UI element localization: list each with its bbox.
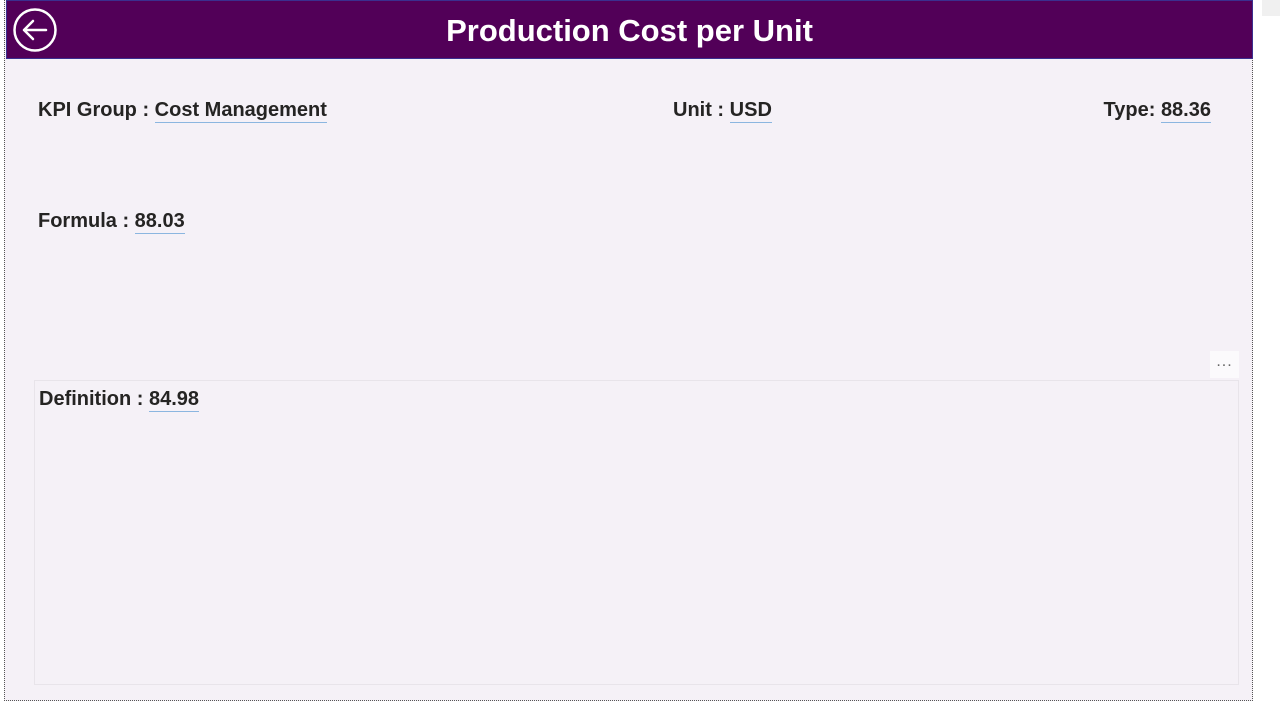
unit-value: USD [729, 99, 772, 123]
kpi-group-field: KPI Group : Cost Management [38, 99, 327, 123]
scrollbar[interactable] [1262, 0, 1280, 16]
formula-label: Formula : [38, 210, 135, 232]
more-options-icon[interactable]: ... [1210, 351, 1239, 378]
type-label: Type: [1103, 99, 1161, 121]
unit-field: Unit : USD [673, 99, 772, 123]
definition-label: Definition : [39, 388, 149, 410]
definition-box: Definition : 84.98 [34, 380, 1239, 685]
kpi-group-value: Cost Management [154, 99, 327, 123]
type-field: Type: 88.36 [1103, 99, 1211, 123]
type-value: 88.36 [1160, 99, 1211, 123]
definition-field: Definition : 84.98 [39, 388, 200, 412]
formula-value: 88.03 [134, 210, 185, 234]
definition-value: 84.98 [148, 388, 200, 412]
report-canvas: Production Cost per Unit KPI Group : Cos… [4, 0, 1253, 701]
kpi-group-label: KPI Group : [38, 99, 155, 121]
unit-label: Unit : [673, 99, 730, 121]
formula-field: Formula : 88.03 [38, 210, 185, 234]
page-title: Production Cost per Unit [446, 13, 813, 48]
header-bar: Production Cost per Unit [6, 0, 1253, 59]
arrow-left-circle-icon[interactable] [13, 8, 57, 52]
